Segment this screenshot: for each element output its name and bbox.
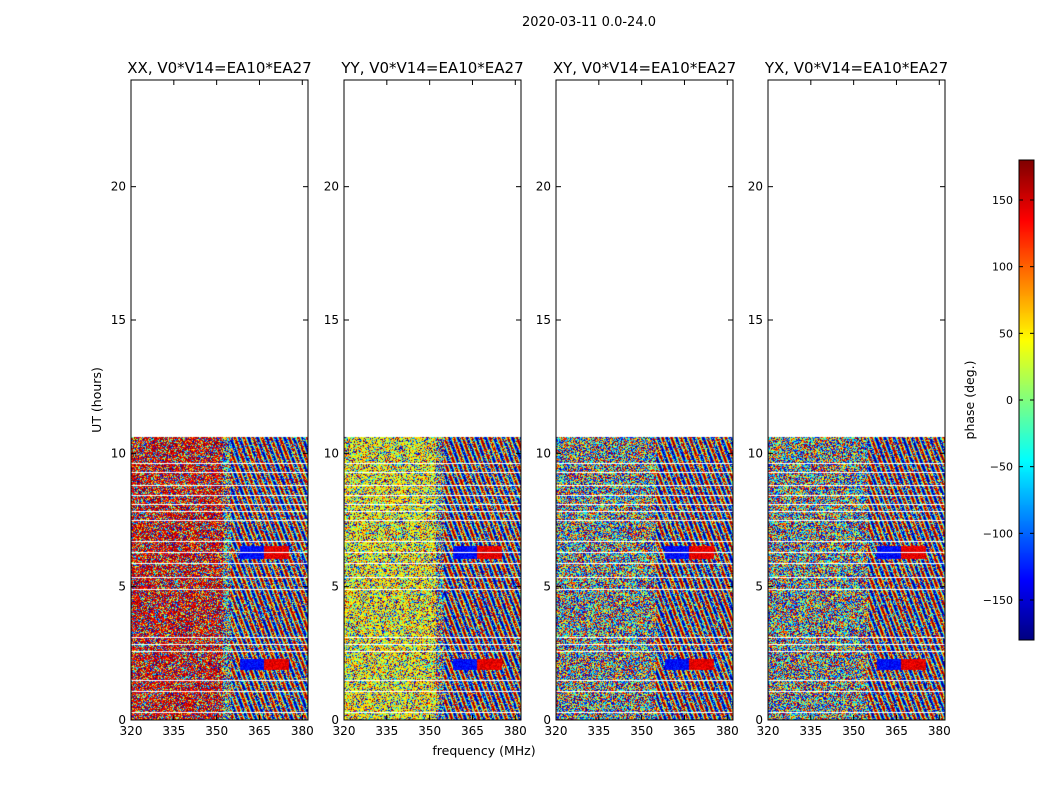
y-tick-label: 15: [536, 313, 551, 327]
panel-title: XX, V0*V14=EA10*EA27: [127, 59, 311, 77]
y-tick-label: 5: [755, 580, 763, 594]
panel-xy: XY, V0*V14=EA10*EA27 320 335 350 365 380 0 5 10 1…: [536, 59, 739, 738]
x-tick-label: 335: [799, 724, 822, 738]
y-tick-label: 20: [324, 180, 339, 194]
y-tick-label: 0: [331, 713, 339, 727]
panel-title: YX, V0*V14=EA10*EA27: [764, 59, 948, 77]
y-tick-label: 15: [324, 313, 339, 327]
x-tick-label: 380: [716, 724, 739, 738]
panel-frame: [130, 79, 309, 721]
panel-title: XY, V0*V14=EA10*EA27: [553, 59, 736, 77]
y-tick-label: 15: [111, 313, 126, 327]
panel-title: YY, V0*V14=EA10*EA27: [340, 59, 523, 77]
panel-frame: [343, 79, 522, 721]
panel-frame: [555, 79, 734, 721]
colorbar-tick-label: 50: [999, 327, 1013, 340]
x-tick-label: 320: [120, 724, 143, 738]
x-tick-label: 380: [504, 724, 527, 738]
colorbar: 150 100 50 0 −50 −100 −150 phase (deg.): [962, 159, 1035, 641]
colorbar-tick-label: 100: [992, 261, 1013, 274]
x-tick-label: 350: [842, 724, 865, 738]
y-tick-label: 0: [543, 713, 551, 727]
x-tick-label: 365: [885, 724, 908, 738]
y-tick-label: 10: [748, 446, 763, 460]
colorbar-tick-label: 0: [1006, 394, 1013, 407]
x-tick-label: 365: [461, 724, 484, 738]
y-tick-label: 10: [111, 446, 126, 460]
figure-title: 2020-03-11 0.0-24.0: [522, 15, 656, 30]
x-tick-label: 365: [248, 724, 271, 738]
x-axis-label: frequency (MHz): [432, 743, 535, 758]
y-axis-label: UT (hours): [89, 367, 104, 433]
y-tick-label: 15: [748, 313, 763, 327]
y-tick-label: 0: [118, 713, 126, 727]
x-tick-label: 335: [162, 724, 185, 738]
y-tick-label: 5: [118, 580, 126, 594]
y-tick-label: 20: [748, 180, 763, 194]
y-tick-label: 10: [536, 446, 551, 460]
x-tick-label: 335: [587, 724, 610, 738]
y-tick-label: 0: [755, 713, 763, 727]
y-tick-label: 5: [543, 580, 551, 594]
y-tick-label: 20: [536, 180, 551, 194]
y-tick-label: 20: [111, 180, 126, 194]
x-tick-label: 380: [291, 724, 314, 738]
x-tick-label: 320: [757, 724, 780, 738]
x-tick-label: 350: [630, 724, 653, 738]
panel-yx: YX, V0*V14=EA10*EA27 320 335 350 365 380 0 5 10 1…: [748, 59, 951, 738]
panel-frame: [767, 79, 946, 721]
panels: XX, V0*V14=EA10*EA27 320 335 350 365 380 0 5 10 1…: [111, 59, 951, 738]
x-tick-label: 350: [418, 724, 441, 738]
y-tick-label: 5: [331, 580, 339, 594]
x-tick-label: 380: [928, 724, 951, 738]
panel-xx: XX, V0*V14=EA10*EA27 320 335 350 365 380 0 5 10 1…: [111, 59, 314, 738]
colorbar-tick-label: 150: [992, 194, 1013, 207]
x-tick-label: 350: [205, 724, 228, 738]
panel-yy: YY, V0*V14=EA10*EA27 320 335 350 365 380 0 5 10 1…: [324, 59, 527, 738]
x-tick-label: 365: [673, 724, 696, 738]
x-tick-label: 320: [333, 724, 356, 738]
colorbar-label: phase (deg.): [962, 361, 977, 440]
y-tick-label: 10: [324, 446, 339, 460]
colorbar-tick-label: −50: [990, 461, 1013, 474]
x-tick-label: 320: [545, 724, 568, 738]
x-tick-label: 335: [375, 724, 398, 738]
colorbar-tick-label: −150: [983, 594, 1013, 607]
colorbar-tick-label: −100: [983, 527, 1013, 540]
